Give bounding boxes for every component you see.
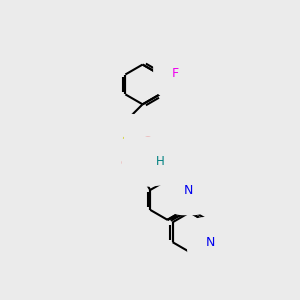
- Text: F: F: [172, 67, 179, 80]
- Text: N: N: [140, 155, 150, 168]
- Text: N: N: [183, 184, 193, 196]
- Text: N: N: [206, 236, 215, 249]
- Text: H: H: [156, 155, 164, 168]
- Text: O: O: [142, 135, 152, 148]
- Text: S: S: [121, 135, 130, 148]
- Text: O: O: [120, 158, 130, 170]
